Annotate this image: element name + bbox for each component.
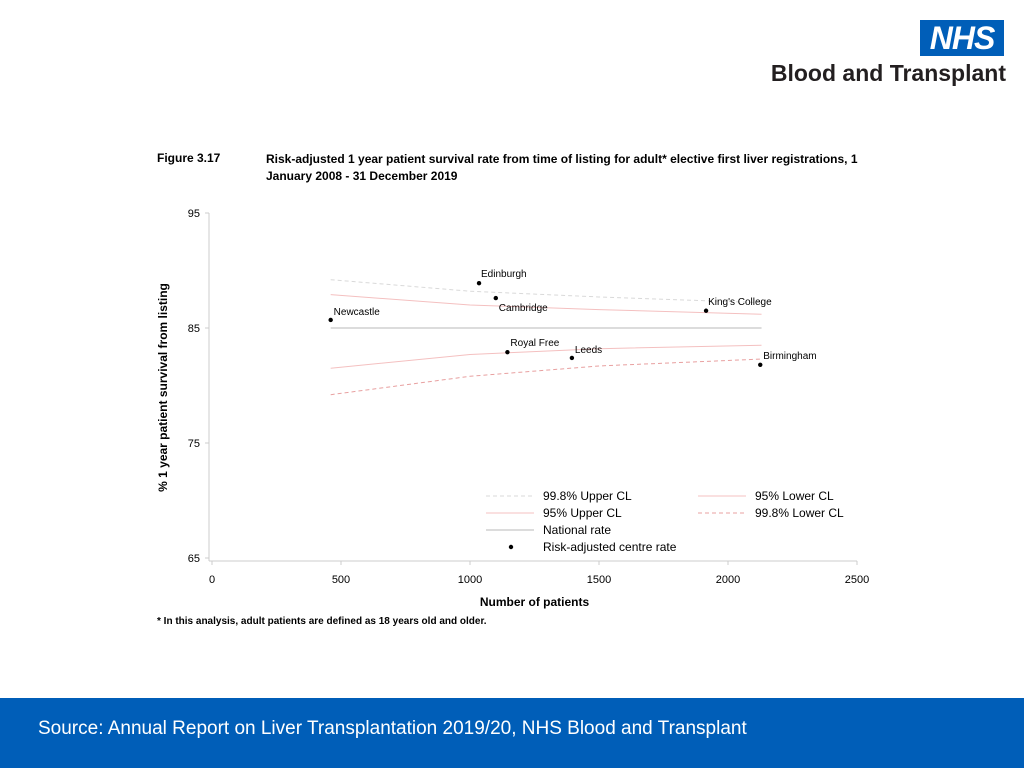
y-tick-label: 85 <box>188 323 200 335</box>
legend-label: 99.8% Upper CL <box>543 489 632 503</box>
x-tick-label: 1500 <box>587 574 611 586</box>
series-line <box>330 358 762 396</box>
centre-point <box>328 317 333 323</box>
legend-label: 95% Upper CL <box>543 506 622 520</box>
source-footer: Source: Annual Report on Liver Transplan… <box>0 698 1024 768</box>
legend-label: National rate <box>543 523 611 537</box>
centre-point <box>505 349 510 355</box>
funnel-plot: 65 75 85 95 0 500 1000 1500 2000 2500 Number of pa… <box>156 208 869 609</box>
centre-label: Royal Free <box>510 338 559 349</box>
legend-label: 95% Lower CL <box>755 489 834 503</box>
y-tick-label: 75 <box>188 438 200 450</box>
brand-name: Blood and Transplant <box>770 60 1006 86</box>
x-tick-label: 1000 <box>458 574 482 586</box>
centre-label: Newcastle <box>334 307 381 318</box>
y-tick-label: 95 <box>188 208 200 220</box>
centre-point <box>476 280 482 286</box>
x-tick-label: 0 <box>209 574 215 586</box>
series-line <box>330 279 762 304</box>
source-text: Source: Annual Report on Liver Transplan… <box>38 718 747 739</box>
x-axis-title: Number of patients <box>480 595 590 609</box>
figure-title: Risk-adjusted 1 year patient survival ra… <box>266 152 858 183</box>
centre-point <box>703 308 709 313</box>
centre-label: King's College <box>708 297 772 308</box>
centre-point <box>569 355 575 361</box>
centre-label: Birmingham <box>763 351 816 362</box>
series-line <box>330 294 762 315</box>
centre-point <box>758 362 763 367</box>
footnote: * In this analysis, adult patients are d… <box>157 616 487 627</box>
legend-symbol <box>508 544 514 550</box>
centre-point <box>493 295 498 301</box>
centre-label: Edinburgh <box>481 269 527 280</box>
nhs-logo: NHS <box>920 20 1004 56</box>
legend-label: 99.8% Lower CL <box>755 506 844 520</box>
x-tick-label: 2500 <box>845 574 869 586</box>
centre-label: Cambridge <box>499 303 548 314</box>
nhs-logo-text: NHS <box>929 20 996 56</box>
y-tick-label: 65 <box>188 553 200 565</box>
series-line <box>330 344 762 369</box>
y-axis-title: % 1 year patient survival from listing <box>156 283 170 492</box>
legend-label: Risk-adjusted centre rate <box>543 540 677 554</box>
x-tick-label: 2000 <box>716 574 740 586</box>
x-tick-label: 500 <box>332 574 350 586</box>
centre-label: Leeds <box>575 345 602 356</box>
figure-number: Figure 3.17 <box>157 151 221 165</box>
